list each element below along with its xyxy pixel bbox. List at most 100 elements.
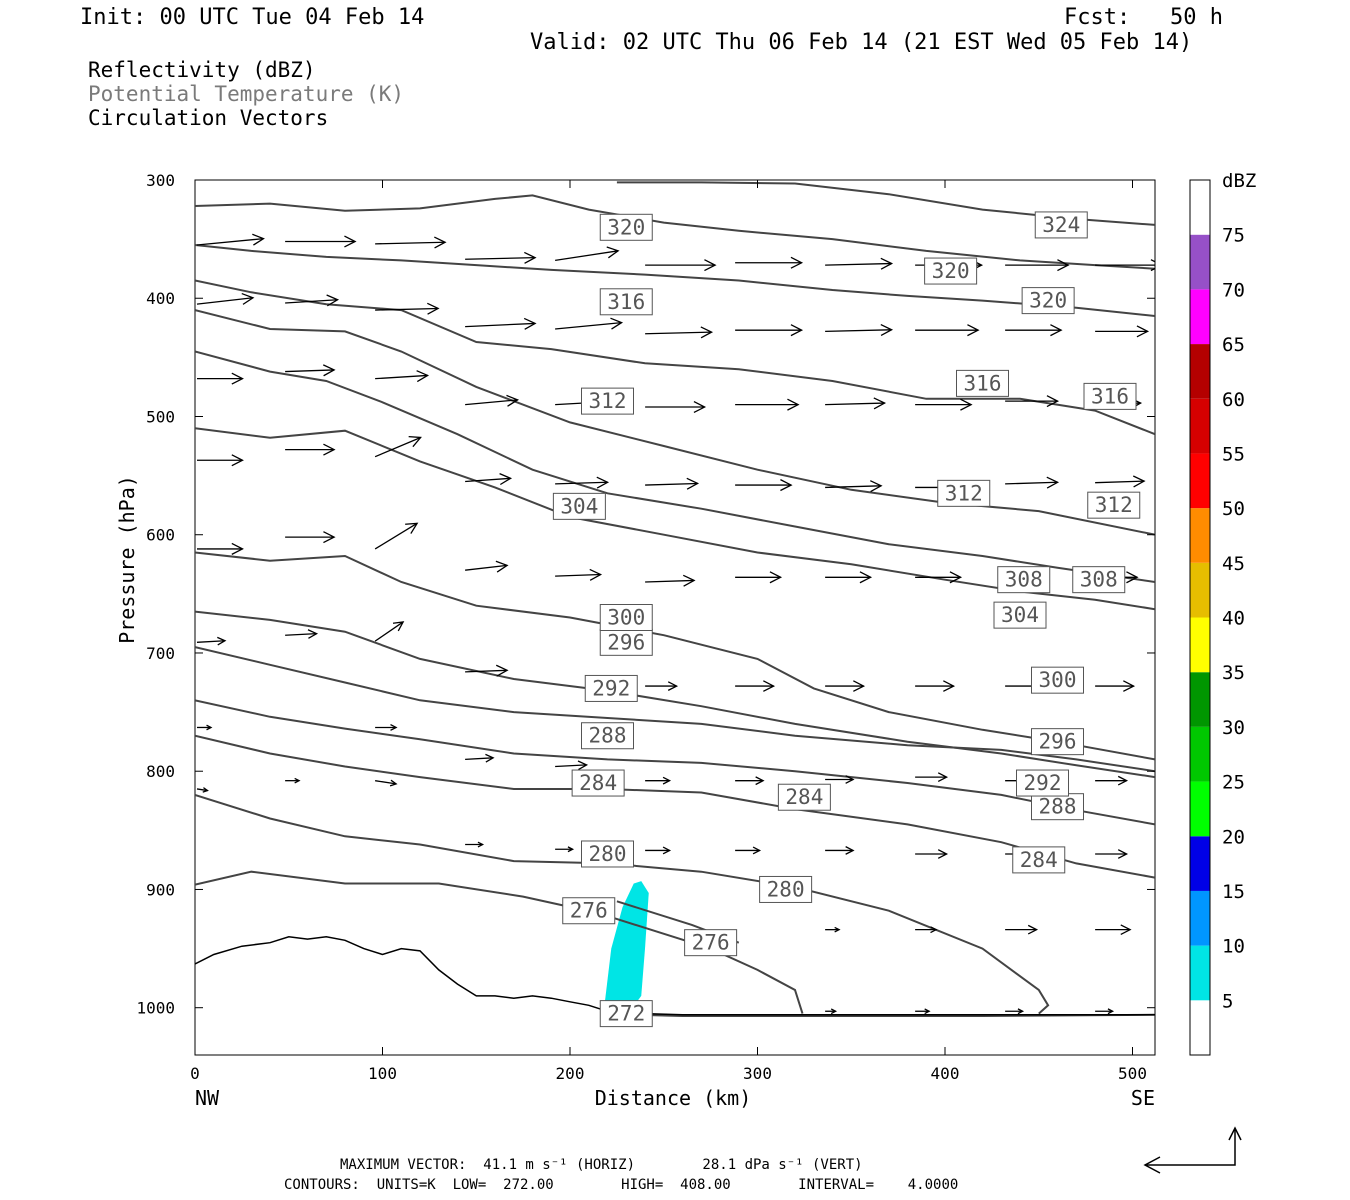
vector-head: [1136, 325, 1150, 338]
vector-head: [924, 1008, 931, 1015]
circulation-vector: [285, 369, 335, 373]
colorbar-segment: [1190, 617, 1210, 673]
vector-head: [1027, 924, 1039, 935]
vector-head: [830, 1008, 838, 1015]
vector-head: [241, 292, 255, 305]
colorbar-segment: [1190, 836, 1210, 891]
circulation-vector: [465, 399, 518, 406]
contour-label-box: [599, 288, 653, 316]
circulation-vector: [196, 640, 226, 643]
contour-label: 316: [1091, 384, 1129, 408]
contour-label-box: [1034, 211, 1088, 239]
colorbar-segment: [1190, 1000, 1210, 1055]
circulation-vector: [375, 780, 397, 785]
x-tick-label: 300: [743, 1064, 772, 1083]
contour-label-box: [599, 213, 653, 241]
colorbar-label: 45: [1222, 553, 1245, 575]
vector-head: [1117, 849, 1129, 859]
valid-time: Valid: 02 UTC Thu 06 Feb 14 (21 EST Wed …: [530, 30, 1193, 55]
colorbar-label: 20: [1222, 826, 1245, 848]
colorbar-segment: [1190, 234, 1210, 290]
vector-head: [704, 259, 717, 272]
vector-head: [1017, 1008, 1025, 1015]
x-tick-label: 0: [190, 1064, 200, 1083]
contour-label: 272: [607, 1002, 645, 1026]
vector-head: [499, 473, 513, 486]
y-axis-label: Pressure (hPa): [115, 475, 139, 644]
colorbar-label: 65: [1222, 334, 1245, 356]
circulation-vector: [285, 299, 338, 304]
vector-head: [1150, 259, 1155, 272]
colorbar-segment: [1190, 508, 1210, 563]
colorbar-label: 15: [1222, 881, 1245, 903]
vector-head: [845, 846, 855, 855]
circulation-vector: [465, 757, 494, 761]
y-tick-label: 500: [146, 407, 175, 426]
contour-label: 280: [767, 877, 805, 901]
vector-head: [323, 531, 336, 544]
contour-label-box: [956, 369, 1009, 397]
contour-label: 304: [1001, 603, 1039, 627]
x-tick-label: 100: [368, 1064, 397, 1083]
contour-label: 284: [785, 785, 823, 809]
colorbar-segment: [1190, 945, 1210, 1001]
circulation-vector: [196, 297, 254, 305]
contour-label: 296: [1039, 730, 1077, 754]
contour-label-box: [562, 897, 616, 925]
vector-head: [523, 317, 537, 330]
contour-label: 284: [1020, 848, 1058, 872]
contour-label: 300: [1039, 668, 1077, 692]
contour-label-box: [581, 840, 634, 868]
circulation-vector: [465, 477, 511, 483]
colorbar-segment: [1190, 890, 1210, 946]
contour-label-box: [759, 875, 813, 903]
legend-arrow-axes: [1145, 1130, 1236, 1166]
vector-head: [1120, 924, 1132, 936]
vector-head: [790, 256, 804, 269]
contour-label-box: [599, 1000, 653, 1028]
contour-label-box: [599, 604, 653, 631]
theta-contour: [195, 699, 1155, 826]
contour-label: 320: [607, 215, 645, 239]
circulation-vector: [555, 573, 601, 577]
circulation-vector: [374, 436, 421, 458]
vector-head: [752, 846, 762, 855]
contour-label: 320: [932, 259, 970, 283]
contour-label: 304: [560, 494, 598, 518]
circulation-vector: [555, 764, 587, 768]
contour-label-box: [684, 929, 738, 957]
circulation-vector: [374, 621, 404, 642]
y-tick-label: 400: [146, 289, 175, 308]
contour-label: 320: [1029, 289, 1067, 313]
theta-contour: [195, 610, 1155, 779]
colorbar-segment: [1190, 180, 1210, 235]
y-tick-label: 1000: [136, 999, 175, 1018]
circulation-vector: [196, 788, 208, 792]
vector-head: [834, 926, 841, 933]
vector-head: [780, 479, 793, 492]
vector-head: [667, 681, 679, 691]
vector-head: [1126, 571, 1139, 584]
contour-label: 292: [1024, 771, 1062, 795]
circulation-vector: [555, 250, 619, 262]
circulation-vector: [465, 564, 508, 571]
colorbar-segment: [1190, 726, 1210, 782]
circulation-vector: [825, 329, 892, 333]
colorbar-unit: dBZ: [1222, 170, 1256, 192]
contour-label-box: [1072, 566, 1126, 594]
contour-label-box: [997, 566, 1051, 594]
colorbar-label: 10: [1222, 936, 1245, 958]
contour-label-box: [1087, 491, 1141, 519]
vector-head: [495, 664, 509, 677]
x-tick-label: 400: [931, 1064, 960, 1083]
vector-head: [880, 257, 894, 270]
circulation-vector: [825, 485, 882, 489]
vector-head: [853, 680, 866, 692]
contour-label: 276: [570, 899, 608, 923]
contour-label: 288: [1039, 795, 1077, 819]
vector-head: [700, 326, 714, 339]
y-tick-label: 600: [146, 526, 175, 545]
legend-arrowhead-horiz: [1143, 1156, 1161, 1174]
vector-head: [763, 680, 776, 692]
colorbar-label: 60: [1222, 389, 1245, 411]
